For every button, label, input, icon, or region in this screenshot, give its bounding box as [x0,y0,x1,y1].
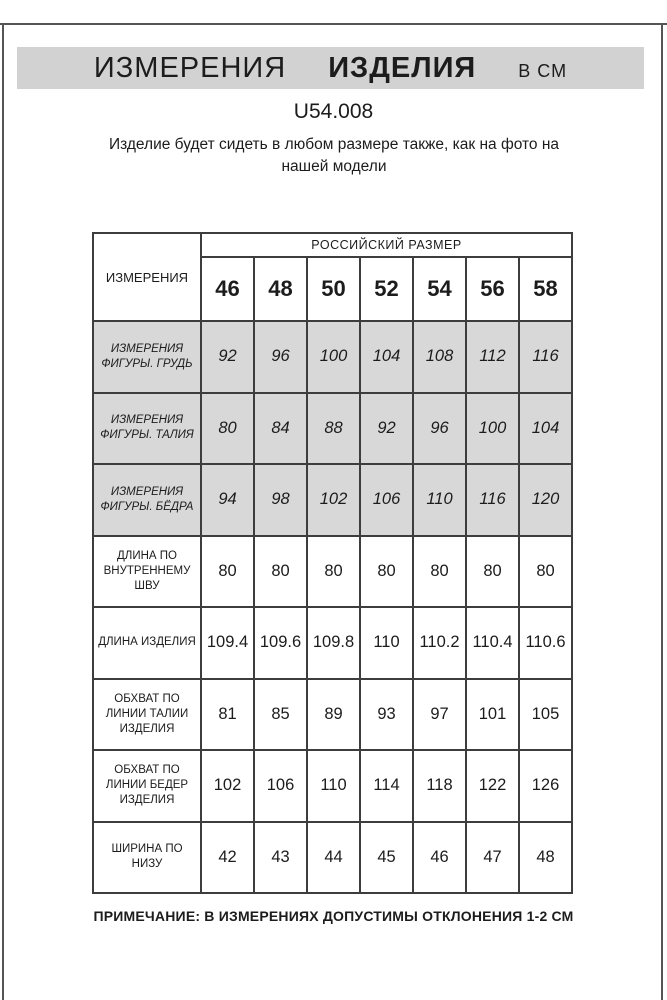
value-cell: 102 [306,463,361,537]
value-cell: 93 [359,677,414,751]
value-cell: 104 [518,391,573,465]
value-cell: 44 [306,820,361,894]
value-cell: 80 [518,534,573,608]
value-cell: 110.4 [465,606,520,680]
row-label: ДЛИНА ПО ВНУТРЕННЕМУ ШВУ [92,534,202,608]
value-cell: 98 [253,463,308,537]
value-cell: 116 [465,463,520,537]
value-cell: 80 [359,534,414,608]
size-column-header: 56 [465,256,520,322]
size-column-header: 50 [306,256,361,322]
row-label: ДЛИНА ИЗДЕЛИЯ [92,606,202,680]
value-cell: 80 [200,534,255,608]
value-cell: 122 [465,749,520,823]
value-cell: 81 [200,677,255,751]
row-label: ШИРИНА ПО НИЗУ [92,820,202,894]
value-cell: 109.4 [200,606,255,680]
value-cell: 80 [465,534,520,608]
table-row: ДЛИНА ИЗДЕЛИЯ 109.4 109.6 109.8 110 110.2 110.… [92,606,573,680]
value-cell: 112 [465,320,520,394]
product-code: U54.008 [293,100,374,123]
size-group-row: ИЗМЕРЕНИЯ РОССИЙСКИЙ РАЗМЕР [92,232,573,322]
value-cell: 110.2 [412,606,467,680]
size-column-header: 52 [359,256,414,322]
value-cell: 45 [359,820,414,894]
table-row: ОБХВАТ ПО ЛИНИИ БЕДЕР ИЗДЕЛИЯ 102 106 110 11… [92,749,573,823]
table-row: ИЗМЕРЕНИЯ ФИГУРЫ. ГРУДЬ 92 96 100 104 108 112 1… [92,320,573,394]
value-cell: 108 [412,320,467,394]
size-column-header: 46 [200,256,255,322]
value-cell: 84 [253,391,308,465]
value-cell: 96 [253,320,308,394]
table-row: ОБХВАТ ПО ЛИНИИ ТАЛИИ ИЗДЕЛИЯ 81 85 89 93 97 1… [92,677,573,751]
value-cell: 85 [253,677,308,751]
value-cell: 120 [518,463,573,537]
value-cell: 80 [306,534,361,608]
value-cell: 110 [359,606,414,680]
value-cell: 100 [465,391,520,465]
value-cell: 47 [465,820,520,894]
top-rule [0,23,667,25]
value-cell: 92 [359,391,414,465]
value-cell: 106 [253,749,308,823]
table-row: ШИРИНА ПО НИЗУ 42 43 44 45 46 47 48 [92,820,573,894]
value-cell: 102 [200,749,255,823]
row-label: ОБХВАТ ПО ЛИНИИ ТАЛИИ ИЗДЕЛИЯ [92,677,202,751]
value-cell: 89 [306,677,361,751]
table-row: ИЗМЕРЕНИЯ ФИГУРЫ. ТАЛИЯ 80 84 88 92 96 100 104 [92,391,573,465]
value-cell: 116 [518,320,573,394]
size-column-header: 54 [412,256,467,322]
value-cell: 104 [359,320,414,394]
value-cell: 110 [306,749,361,823]
value-cell: 48 [518,820,573,894]
row-label: ИЗМЕРЕНИЯ ФИГУРЫ. ГРУДЬ [92,320,202,394]
value-cell: 42 [200,820,255,894]
fit-note: Изделие будет сидеть в любом размере так… [108,136,560,176]
russian-size-header: РОССИЙСКИЙ РАЗМЕР [200,232,573,258]
measurements-column-header: ИЗМЕРЕНИЯ [92,232,202,322]
value-cell: 97 [412,677,467,751]
page-frame [2,24,663,1000]
size-column-header: 58 [518,256,573,322]
value-cell: 126 [518,749,573,823]
value-cell: 109.8 [306,606,361,680]
value-cell: 80 [253,534,308,608]
value-cell: 43 [253,820,308,894]
value-cell: 106 [359,463,414,537]
row-label: ОБХВАТ ПО ЛИНИИ БЕДЕР ИЗДЕЛИЯ [92,749,202,823]
value-cell: 101 [465,677,520,751]
value-cell: 110 [412,463,467,537]
value-cell: 114 [359,749,414,823]
value-cell: 94 [200,463,255,537]
value-cell: 118 [412,749,467,823]
value-cell: 96 [412,391,467,465]
row-label: ИЗМЕРЕНИЯ ФИГУРЫ. БЁДРА [92,463,202,537]
table-row: ДЛИНА ПО ВНУТРЕННЕМУ ШВУ 80 80 80 80 80 80 80 [92,534,573,608]
value-cell: 80 [412,534,467,608]
value-cell: 100 [306,320,361,394]
size-column-header: 48 [253,256,308,322]
title-units: В СМ [518,61,568,81]
value-cell: 46 [412,820,467,894]
value-cell: 105 [518,677,573,751]
measurements-table: ИЗМЕРЕНИЯ РОССИЙСКИЙ РАЗМЕР 46 48 50 52 54 56… [92,232,573,894]
tolerance-note: ПРИМЕЧАНИЕ: В ИЗМЕРЕНИЯХ ДОПУСТИМЫ ОТКЛО… [93,908,574,924]
title-measurements: ИЗМЕРЕНИЯ [93,52,287,84]
title-bar: ИЗМЕРЕНИЯ ИЗДЕЛИЯ В СМ [17,47,644,89]
value-cell: 110.6 [518,606,573,680]
value-cell: 80 [200,391,255,465]
value-cell: 88 [306,391,361,465]
sizes-row: 46 48 50 52 54 56 58 [93,256,573,322]
table-row: ИЗМЕРЕНИЯ ФИГУРЫ. БЁДРА 94 98 102 106 110 116 1… [92,463,573,537]
value-cell: 109.6 [253,606,308,680]
value-cell: 92 [200,320,255,394]
row-label: ИЗМЕРЕНИЯ ФИГУРЫ. ТАЛИЯ [92,391,202,465]
title-product: ИЗДЕЛИЯ [328,52,477,84]
